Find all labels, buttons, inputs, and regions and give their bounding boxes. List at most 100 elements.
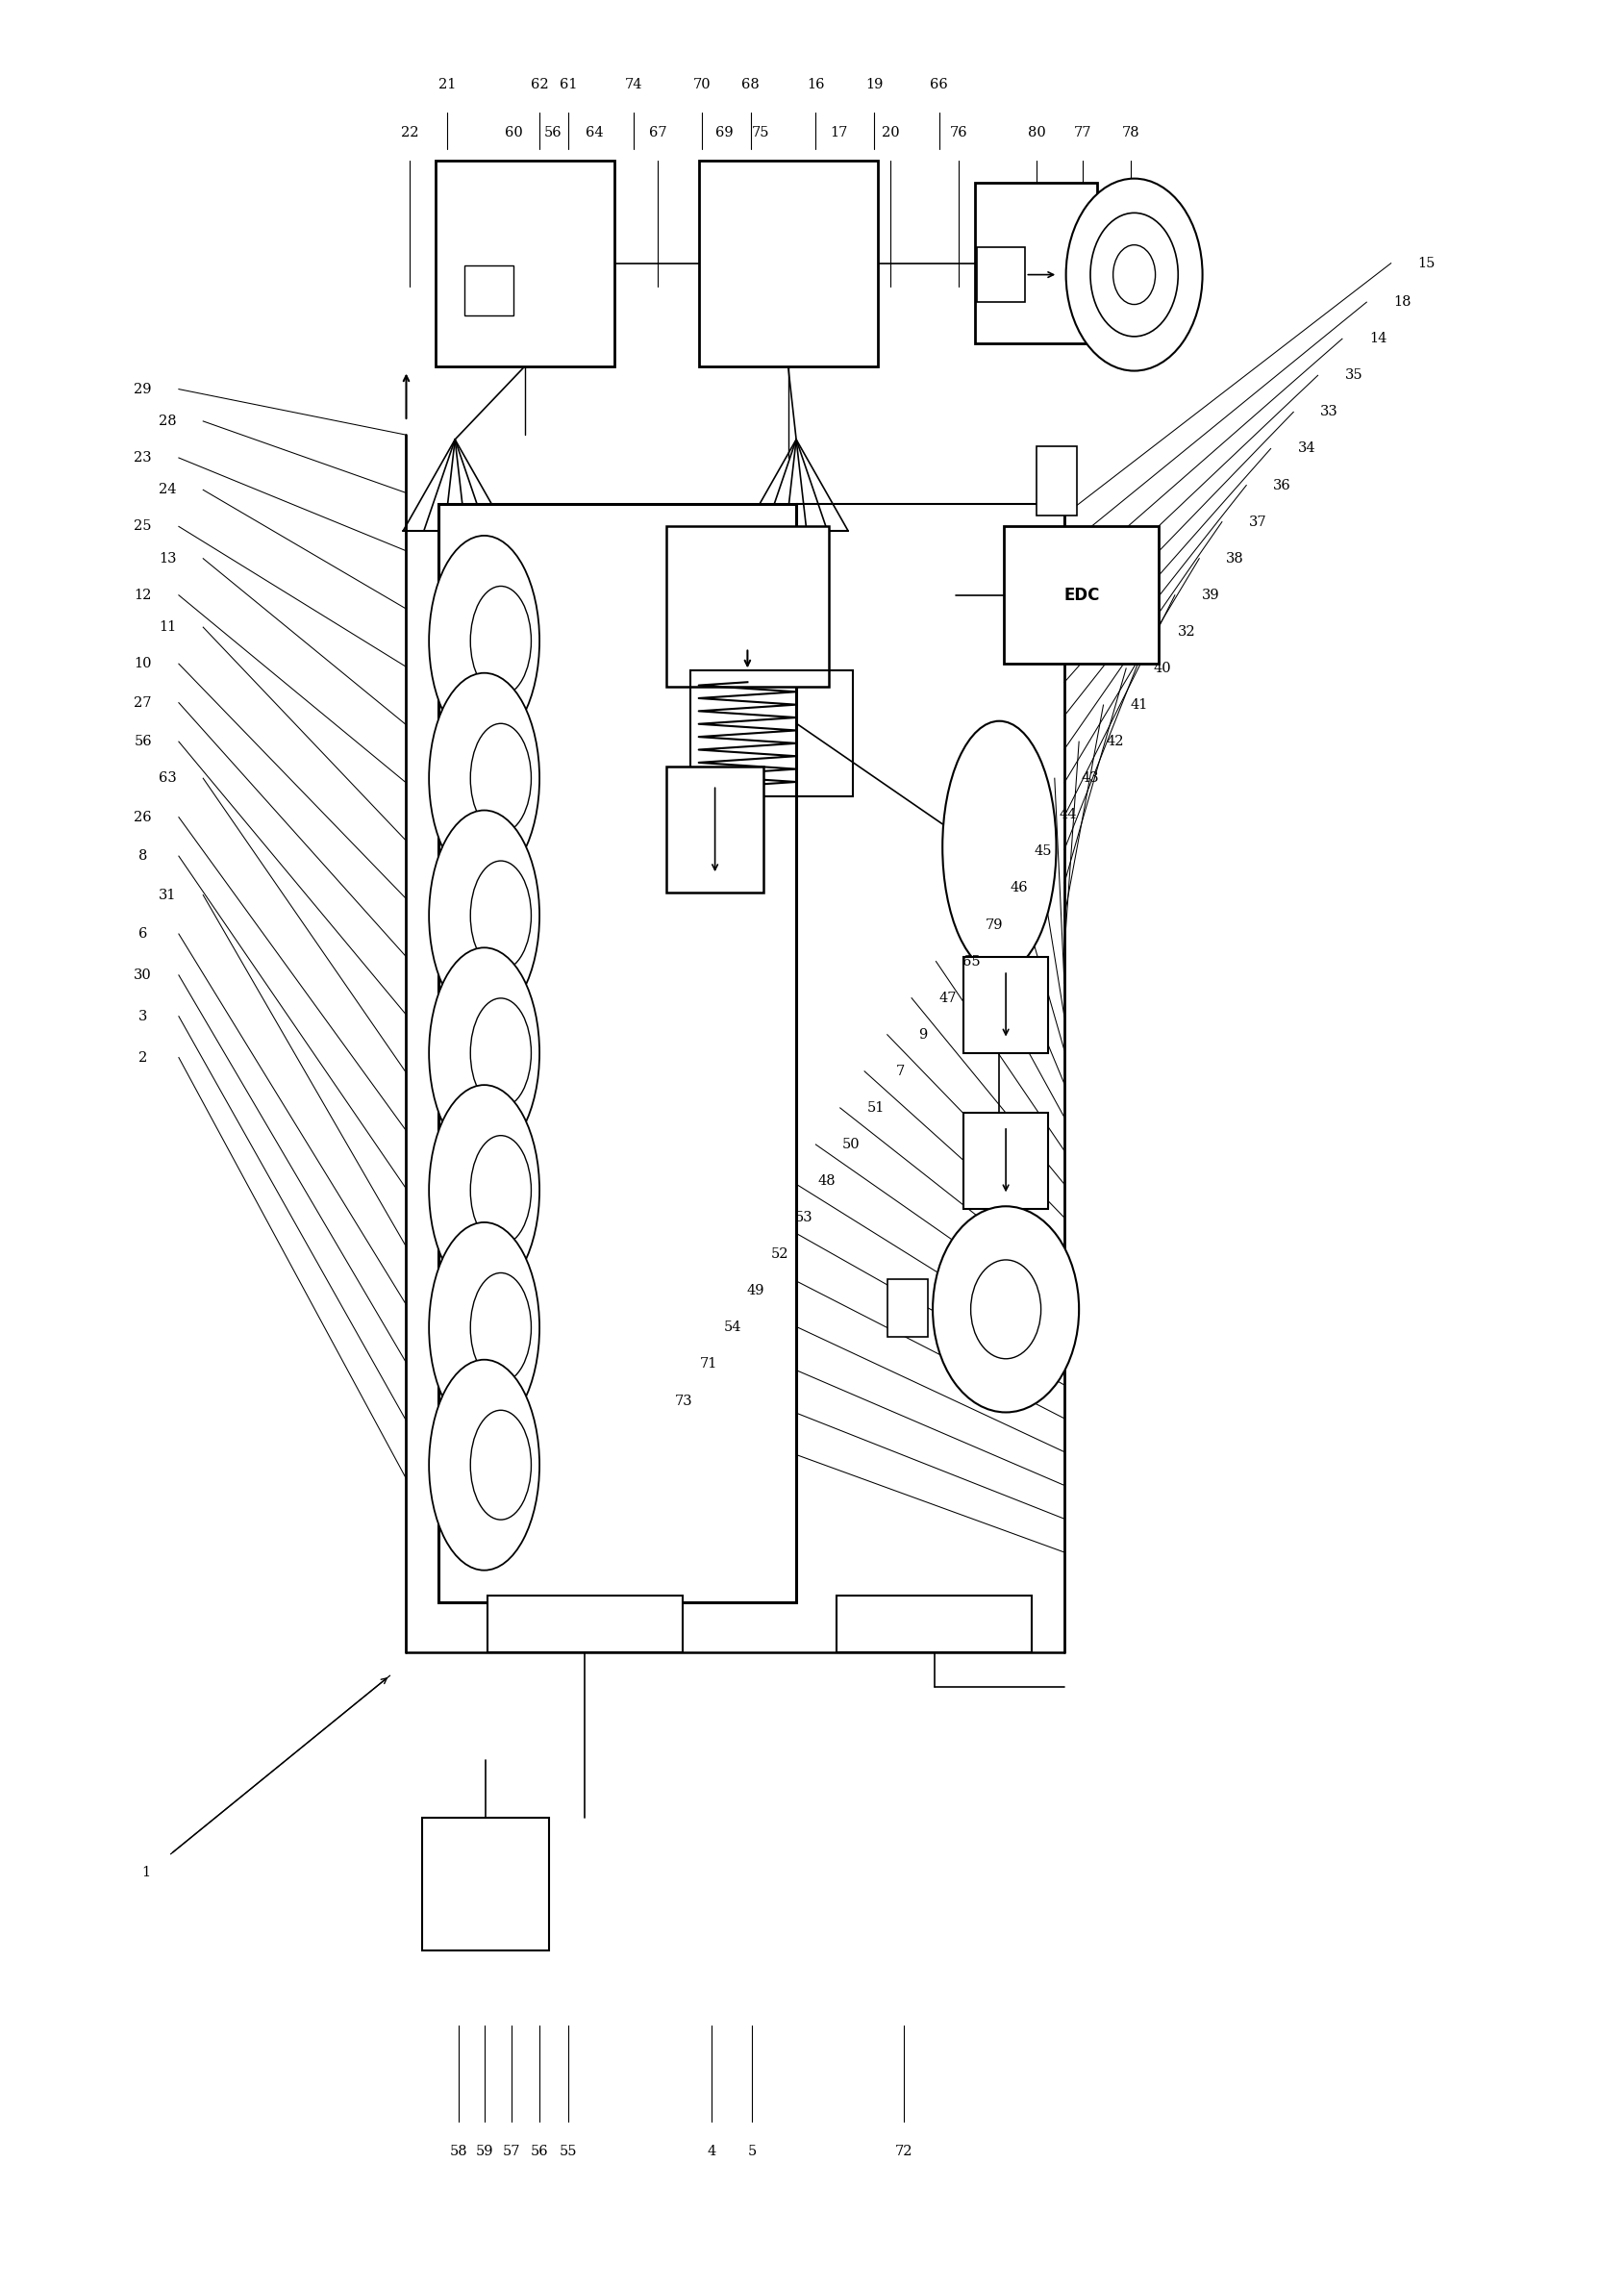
Text: 20: 20 bbox=[880, 126, 900, 140]
Text: 65: 65 bbox=[961, 955, 981, 968]
Ellipse shape bbox=[429, 1085, 539, 1296]
Text: 28: 28 bbox=[158, 414, 177, 428]
Text: 38: 38 bbox=[1224, 552, 1244, 565]
Text: 80: 80 bbox=[1026, 126, 1046, 140]
Ellipse shape bbox=[471, 586, 531, 696]
Text: 3: 3 bbox=[138, 1009, 148, 1023]
Ellipse shape bbox=[429, 673, 539, 884]
Bar bbox=[974, 183, 1096, 343]
Ellipse shape bbox=[429, 536, 539, 746]
Text: 56: 56 bbox=[542, 126, 562, 140]
Text: 48: 48 bbox=[817, 1174, 836, 1188]
Text: 23: 23 bbox=[133, 451, 153, 465]
Text: 14: 14 bbox=[1369, 332, 1385, 346]
Ellipse shape bbox=[471, 723, 531, 833]
Text: 55: 55 bbox=[560, 2145, 577, 2159]
Text: 73: 73 bbox=[674, 1394, 693, 1408]
Text: 79: 79 bbox=[986, 918, 1002, 932]
Bar bbox=[438, 504, 796, 1602]
Text: 46: 46 bbox=[1009, 881, 1028, 895]
Text: 75: 75 bbox=[752, 126, 768, 140]
Text: 68: 68 bbox=[741, 78, 760, 92]
Text: 27: 27 bbox=[135, 696, 151, 710]
Ellipse shape bbox=[471, 1135, 531, 1245]
Text: 12: 12 bbox=[135, 588, 151, 602]
Bar bbox=[963, 957, 1047, 1053]
Text: 13: 13 bbox=[159, 552, 175, 565]
Ellipse shape bbox=[471, 861, 531, 971]
Ellipse shape bbox=[471, 1410, 531, 1520]
Ellipse shape bbox=[942, 721, 1056, 973]
Text: 77: 77 bbox=[1073, 126, 1090, 140]
Text: 36: 36 bbox=[1272, 478, 1291, 492]
Text: 61: 61 bbox=[560, 78, 577, 92]
Text: 35: 35 bbox=[1343, 369, 1363, 382]
Text: 4: 4 bbox=[706, 2145, 716, 2159]
Bar bbox=[976, 247, 1025, 302]
Text: 24: 24 bbox=[159, 483, 175, 497]
Text: 66: 66 bbox=[929, 78, 948, 92]
Text: 69: 69 bbox=[715, 126, 734, 140]
Text: 10: 10 bbox=[135, 657, 151, 671]
Circle shape bbox=[1065, 179, 1202, 371]
Bar bbox=[690, 671, 853, 797]
Bar bbox=[836, 1595, 1031, 1653]
Text: 54: 54 bbox=[724, 1321, 741, 1334]
Text: 16: 16 bbox=[807, 78, 823, 92]
Text: 45: 45 bbox=[1034, 845, 1051, 858]
Text: 56: 56 bbox=[529, 2145, 549, 2159]
Bar bbox=[422, 1817, 549, 1950]
Circle shape bbox=[1090, 213, 1177, 336]
Bar bbox=[435, 160, 614, 366]
Bar bbox=[666, 767, 763, 893]
Text: 52: 52 bbox=[771, 1248, 788, 1261]
Text: 32: 32 bbox=[1176, 625, 1195, 639]
Text: 6: 6 bbox=[138, 927, 148, 941]
Text: 5: 5 bbox=[747, 2145, 757, 2159]
Ellipse shape bbox=[429, 810, 539, 1021]
Text: 15: 15 bbox=[1418, 256, 1434, 270]
Text: 17: 17 bbox=[830, 126, 846, 140]
Text: 22: 22 bbox=[401, 126, 417, 140]
Bar bbox=[487, 1595, 682, 1653]
Bar bbox=[1036, 446, 1077, 515]
Text: EDC: EDC bbox=[1062, 586, 1099, 604]
Bar bbox=[698, 160, 877, 366]
Text: 44: 44 bbox=[1059, 808, 1075, 822]
Text: 9: 9 bbox=[918, 1028, 927, 1041]
Text: 31: 31 bbox=[159, 888, 175, 902]
Text: 33: 33 bbox=[1319, 405, 1338, 419]
Text: 64: 64 bbox=[585, 126, 604, 140]
Text: 60: 60 bbox=[503, 126, 523, 140]
Ellipse shape bbox=[429, 948, 539, 1158]
Bar bbox=[963, 1112, 1047, 1209]
Text: 37: 37 bbox=[1247, 515, 1267, 529]
Bar bbox=[464, 266, 513, 316]
Ellipse shape bbox=[429, 1222, 539, 1433]
Text: 47: 47 bbox=[939, 991, 955, 1005]
Text: 8: 8 bbox=[138, 849, 148, 863]
Text: 58: 58 bbox=[448, 2145, 468, 2159]
Circle shape bbox=[970, 1259, 1041, 1360]
Text: 2: 2 bbox=[138, 1051, 148, 1064]
Ellipse shape bbox=[429, 1360, 539, 1570]
Text: 42: 42 bbox=[1106, 735, 1122, 749]
Text: 21: 21 bbox=[438, 78, 455, 92]
Text: 74: 74 bbox=[625, 78, 641, 92]
Circle shape bbox=[1112, 245, 1155, 304]
Text: 1: 1 bbox=[141, 1866, 151, 1879]
Text: 43: 43 bbox=[1080, 771, 1099, 785]
Text: 40: 40 bbox=[1151, 662, 1171, 675]
Text: 70: 70 bbox=[692, 78, 711, 92]
Text: 56: 56 bbox=[133, 735, 153, 749]
Text: 71: 71 bbox=[700, 1357, 716, 1371]
Text: 63: 63 bbox=[158, 771, 177, 785]
Text: 39: 39 bbox=[1200, 588, 1220, 602]
Circle shape bbox=[932, 1206, 1078, 1412]
Ellipse shape bbox=[471, 998, 531, 1108]
Ellipse shape bbox=[471, 1273, 531, 1383]
Text: 50: 50 bbox=[841, 1138, 861, 1151]
Text: 29: 29 bbox=[135, 382, 151, 396]
Text: 30: 30 bbox=[133, 968, 153, 982]
Text: 11: 11 bbox=[159, 620, 175, 634]
